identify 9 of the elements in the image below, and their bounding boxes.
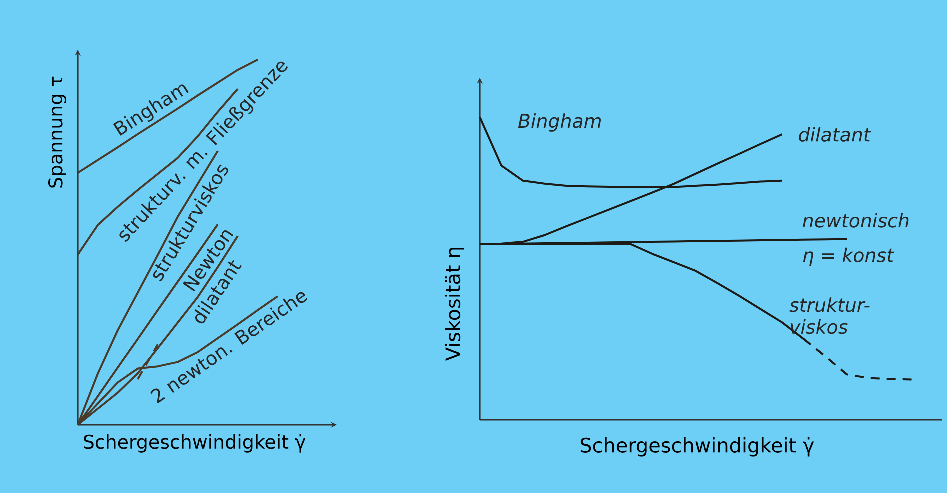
series-label: Bingham xyxy=(518,114,601,132)
y-axis-title: Viskosität η xyxy=(445,248,464,361)
x-axis-title: Schergeschwindigkeit γ̇ xyxy=(84,434,306,453)
y-axis-title: Spannung τ xyxy=(48,76,66,188)
series-label: struktur-viskos xyxy=(790,298,870,334)
series-label: dilatant xyxy=(799,127,872,142)
series-label: newtonisch xyxy=(802,213,909,228)
x-axis-title: Schergeschwindigkeit γ̇ xyxy=(580,438,814,457)
annotation: η = konst xyxy=(803,248,895,266)
